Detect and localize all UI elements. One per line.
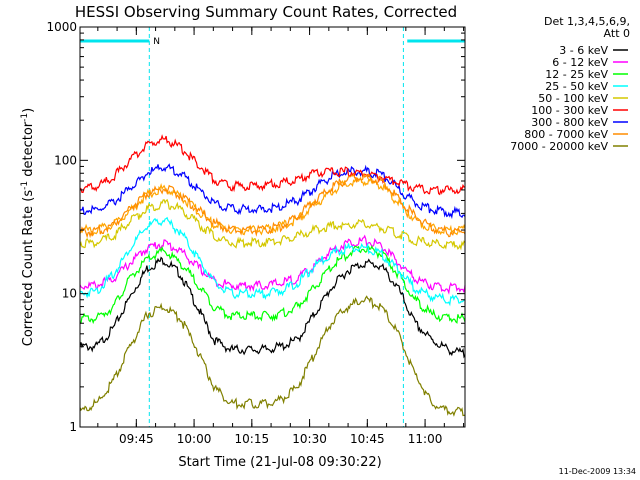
night-marker-label: N	[153, 37, 160, 47]
legend-header-line-0: Det 1,3,4,5,6,9,	[544, 15, 630, 28]
series-line-8	[79, 198, 466, 251]
series-lines	[79, 134, 466, 417]
y-axis-label-end: )	[21, 108, 36, 113]
legend-label-7: 800 - 7000 keV	[524, 128, 608, 141]
y-axis-label-sup1: -1	[20, 181, 30, 190]
y-axis-label-main: Corrected Count Rate (s	[21, 190, 36, 347]
series-line-3	[79, 216, 466, 307]
y-axis: 1 10 100 1000	[46, 20, 465, 434]
y-tick-label-3: 1000	[46, 20, 77, 34]
legend-label-5: 100 - 300 keV	[531, 104, 608, 117]
x-axis: 09:45 10:00 10:15 10:30 10:45 11:00	[97, 27, 465, 446]
series-line-5	[79, 163, 466, 220]
y-axis-label: Corrected Count Rate (s-1 detector-1)	[20, 108, 36, 346]
x-tick-label-1: 10:00	[177, 432, 212, 446]
series-line-9	[79, 295, 466, 417]
series-line-1	[79, 234, 466, 295]
legend-label-3: 25 - 50 keV	[545, 80, 608, 93]
y-axis-label-sup2: -1	[20, 113, 30, 122]
x-tick-label-5: 11:00	[408, 432, 443, 446]
y-axis-label-mid: detector	[21, 121, 36, 181]
series-line-0	[79, 256, 466, 359]
series-line-7	[79, 172, 466, 239]
y-tick-label-1: 10	[62, 287, 77, 301]
legend-label-8: 7000 - 20000 keV	[510, 140, 608, 153]
legend-label-1: 6 - 12 keV	[552, 56, 608, 69]
x-tick-label-3: 10:30	[292, 432, 327, 446]
legend-label-6: 300 - 800 keV	[531, 116, 608, 129]
x-tick-label-0: 09:45	[119, 432, 154, 446]
y-tick-label-2: 100	[54, 153, 77, 167]
x-axis-label: Start Time (21-Jul-08 09:30:22)	[178, 455, 381, 470]
legend-header-line-1: Att 0	[604, 27, 630, 40]
x-tick-label-2: 10:15	[235, 432, 270, 446]
y-tick-label-0: 1	[69, 420, 77, 434]
legend-label-0: 3 - 6 keV	[559, 44, 608, 57]
legend-label-2: 12 - 25 keV	[545, 68, 608, 81]
x-tick-label-4: 10:45	[350, 432, 385, 446]
chart-title: HESSI Observing Summary Count Rates, Cor…	[75, 3, 457, 21]
legend-label-4: 50 - 100 keV	[538, 92, 608, 105]
plot-frame	[79, 26, 466, 428]
series-line-6	[79, 134, 466, 196]
timestamp: 11-Dec-2009 13:34	[559, 467, 636, 476]
